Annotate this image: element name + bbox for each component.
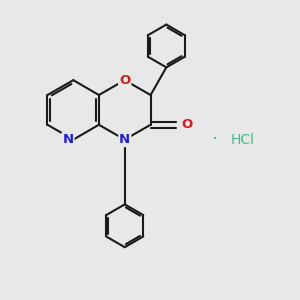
Text: HCl: HCl: [230, 133, 254, 147]
Text: ·: ·: [212, 130, 218, 149]
Text: N: N: [119, 133, 130, 146]
Text: N: N: [62, 133, 74, 146]
Text: O: O: [182, 118, 193, 131]
Text: O: O: [119, 74, 130, 87]
